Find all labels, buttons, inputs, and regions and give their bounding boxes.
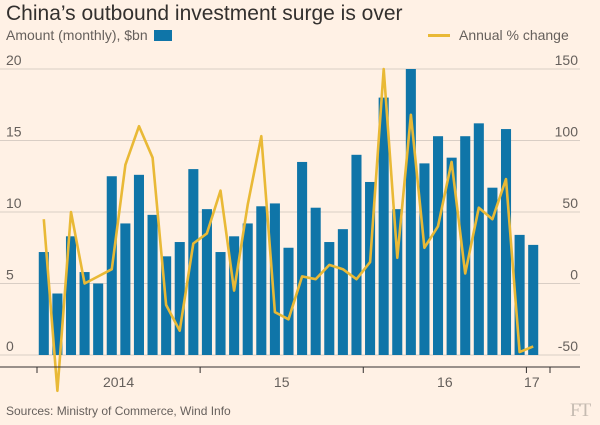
bar <box>487 187 498 355</box>
ft-logo: FT <box>570 400 591 421</box>
bar <box>351 154 362 355</box>
bar <box>528 244 539 355</box>
line-legend-label: Annual % change <box>459 27 569 43</box>
line-legend: Annual % change <box>428 27 569 43</box>
bar <box>365 181 376 355</box>
bar <box>52 293 63 355</box>
line-legend-swatch <box>428 33 450 37</box>
left-axis-tick-label: 0 <box>6 338 14 354</box>
bar <box>133 174 144 355</box>
combo-chart: 0 5 10 15 20 -50 0 50 100 150 2014 15 16 17 <box>0 52 580 393</box>
bar <box>242 223 253 355</box>
bar <box>120 223 131 355</box>
bar <box>147 214 158 355</box>
bar <box>256 206 267 355</box>
annual-change-line <box>42 67 534 393</box>
bar <box>297 161 308 355</box>
bar <box>93 283 104 355</box>
bar <box>188 169 199 355</box>
bar <box>460 136 471 355</box>
bar <box>38 252 49 355</box>
bar <box>65 236 77 355</box>
bar <box>229 236 240 355</box>
bar <box>405 69 416 355</box>
bar <box>378 97 389 355</box>
bar-legend: Amount (monthly), $bn <box>6 27 172 43</box>
right-axis-tick-label: 0 <box>570 267 578 283</box>
right-axis-tick-label: -50 <box>558 338 578 354</box>
right-axis-tick-label: 50 <box>562 195 578 211</box>
bar <box>269 203 280 355</box>
left-axis-tick-label: 20 <box>6 52 22 68</box>
bar <box>419 163 430 355</box>
source-note: Sources: Ministry of Commerce, Wind Info <box>6 404 231 418</box>
bar-legend-label: Amount (monthly), $bn <box>6 27 148 43</box>
chart-title: China’s outbound investment surge is ove… <box>6 2 403 25</box>
bar <box>433 136 444 355</box>
bar-legend-swatch <box>153 29 172 41</box>
left-axis-tick-label: 10 <box>6 195 22 211</box>
bar <box>500 129 512 355</box>
bar <box>310 207 321 355</box>
x-axis-tick-label: 15 <box>274 374 290 390</box>
line-series <box>42 67 534 393</box>
x-axis-tick-label: 17 <box>524 374 540 390</box>
bar <box>174 242 185 355</box>
x-axis-tick-label: 2014 <box>103 374 134 390</box>
left-axis-tick-label: 15 <box>6 124 22 140</box>
x-axis-tick-label: 16 <box>437 374 453 390</box>
right-axis-tick-label: 150 <box>555 52 579 68</box>
bar <box>446 157 457 355</box>
bar <box>79 272 90 355</box>
bar <box>283 247 294 355</box>
bar <box>215 252 226 355</box>
axes: 0 5 10 15 20 -50 0 50 100 150 2014 15 16 17 <box>0 52 580 390</box>
bar <box>337 229 348 355</box>
right-axis-tick-label: 100 <box>555 124 579 140</box>
bar <box>514 234 525 355</box>
bar <box>473 123 484 355</box>
left-axis-tick-label: 5 <box>6 267 14 283</box>
bar <box>201 209 212 355</box>
bar <box>324 242 335 355</box>
bar <box>392 209 403 355</box>
